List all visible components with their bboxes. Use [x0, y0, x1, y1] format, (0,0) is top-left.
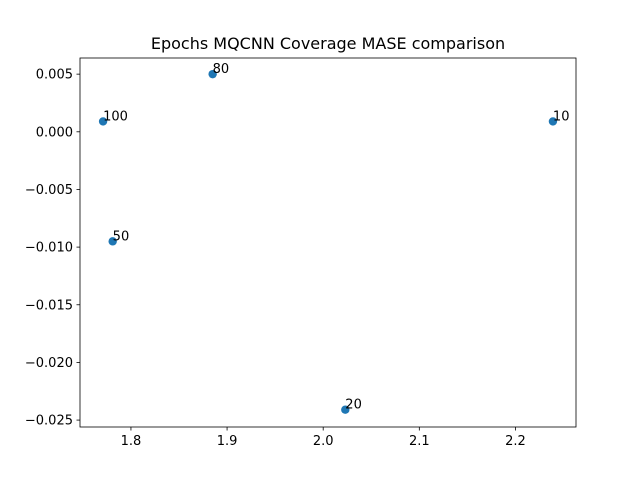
x-tick-label: 1.8: [121, 434, 142, 449]
point-label: 50: [113, 229, 130, 244]
x-tick-label: 1.9: [217, 434, 238, 449]
data-point: [98, 117, 108, 126]
x-tick-label: 2.1: [409, 434, 430, 449]
x-tick-label: 2.2: [505, 434, 526, 449]
point-label: 80: [213, 62, 230, 77]
y-tick-label: −0.015: [25, 298, 73, 313]
plot-area: 1.8 1.9 2.0 2.1 2.2 0.005 0.000 −0.005 −0.010 −0.…: [25, 57, 577, 449]
y-tick-label: −0.010: [25, 241, 73, 256]
x-tick-label: 2.0: [313, 434, 334, 449]
chart-title: Epochs MQCNN Coverage MASE comparison: [151, 34, 505, 53]
point-label: 10: [553, 109, 570, 124]
point-label: 100: [103, 109, 128, 124]
y-tick-label: 0.005: [36, 68, 73, 83]
y-tick-label: 0.000: [36, 125, 73, 140]
data-point: [108, 237, 117, 246]
point-label: 20: [345, 398, 362, 413]
data-point: [208, 69, 217, 79]
y-tick-label: −0.005: [25, 183, 73, 198]
data-point: [548, 117, 558, 126]
y-tick-label: −0.025: [25, 414, 73, 429]
y-tick-label: −0.020: [25, 356, 73, 371]
data-point: [341, 405, 350, 414]
axes-frame: [79, 57, 577, 428]
